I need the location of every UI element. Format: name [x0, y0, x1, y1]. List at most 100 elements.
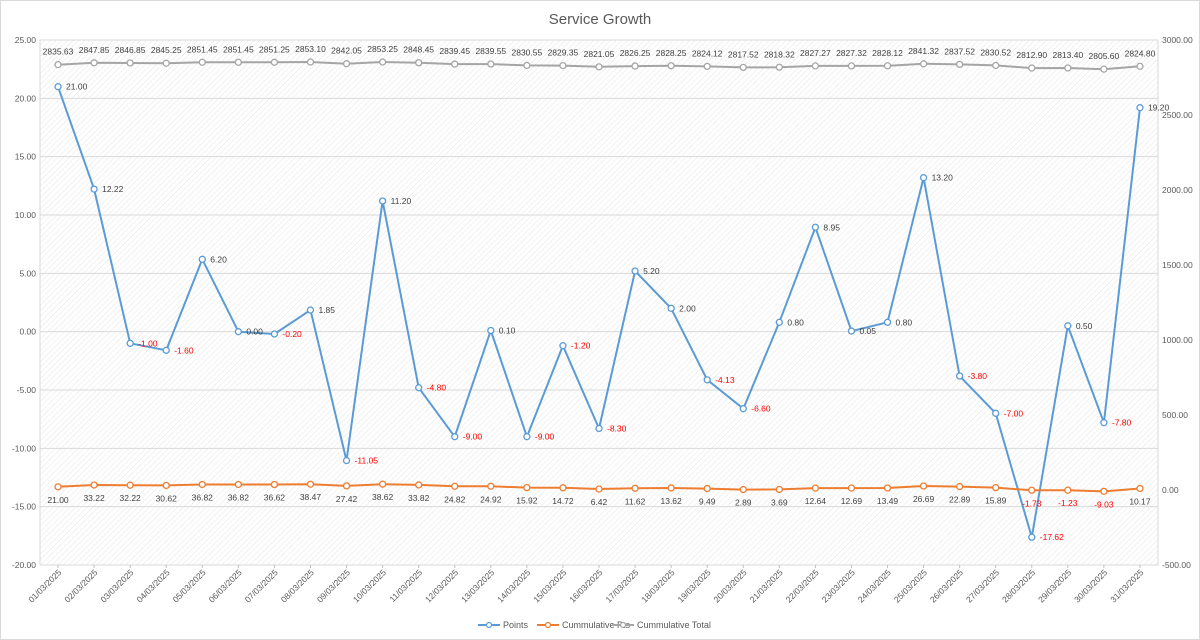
data-point	[775, 318, 783, 326]
data-label: 2805.60	[1089, 51, 1120, 61]
data-label: 2851.45	[223, 44, 254, 54]
data-point	[523, 483, 531, 492]
data-label: 2828.12	[872, 48, 903, 58]
data-point	[559, 342, 567, 350]
data-label: 2845.25	[151, 45, 182, 55]
data-point	[883, 318, 892, 326]
data-label: 2.89	[735, 498, 752, 508]
data-label: 24.92	[480, 494, 502, 504]
data-point	[631, 484, 639, 492]
data-point	[1064, 486, 1072, 494]
data-point	[919, 60, 928, 68]
legend-label: Points	[503, 620, 529, 630]
data-label: -11.05	[355, 456, 379, 466]
data-label: -9.00	[463, 432, 483, 442]
data-label: 0.50	[1076, 321, 1093, 331]
data-point	[595, 424, 603, 433]
data-point	[739, 63, 747, 72]
left-axis: -20.00 -15.00 -10.00 -5.00 0.00 5.00 10.00 15.0…	[12, 35, 36, 570]
data-point	[90, 59, 98, 67]
data-label: 10.17	[1129, 496, 1151, 506]
data-point	[523, 433, 531, 441]
data-label: 2846.85	[115, 45, 146, 55]
data-label: 21.00	[47, 495, 69, 505]
data-label: 2813.40	[1052, 50, 1083, 60]
left-tick-label: 25.00	[15, 35, 37, 45]
data-point	[775, 485, 783, 494]
data-label: -1.00	[138, 338, 158, 348]
data-point	[198, 255, 206, 263]
data-point	[234, 480, 243, 489]
data-label: 2827.32	[836, 48, 867, 58]
data-point	[595, 63, 603, 71]
series-cummulative-total: 2835.63 2847.85 2846.85 2845.25 2851.45 2851.…	[43, 44, 1156, 73]
data-label: -7.80	[1112, 418, 1132, 428]
data-point	[703, 484, 711, 493]
data-point	[775, 63, 783, 71]
data-label: 2835.63	[43, 47, 74, 57]
right-tick-label: -500.00	[1162, 560, 1191, 570]
data-point	[90, 481, 98, 489]
data-label: 22.89	[949, 495, 971, 505]
data-point	[162, 481, 170, 490]
left-tick-label: -20.00	[12, 560, 36, 570]
data-label: 0.80	[787, 317, 804, 327]
right-tick-label: 500.00	[1162, 410, 1188, 420]
data-point	[342, 482, 351, 490]
legend-marker	[485, 621, 493, 629]
data-point	[415, 481, 423, 489]
data-point	[1028, 64, 1036, 72]
data-point	[559, 61, 567, 70]
data-point	[306, 58, 315, 66]
data-point	[451, 433, 459, 441]
data-point	[919, 482, 928, 490]
series-points: 21.00 12.22 -1.00 -1.60 6.20 0.00 -0.20 1.85 -11…	[54, 82, 1170, 542]
data-point	[54, 61, 62, 69]
data-label: 15.92	[516, 496, 538, 506]
series-cummulative-pts: 21.00 33.22 32.22 30.62 36.82 36.82 36.62 38.47…	[47, 480, 1151, 509]
data-label: 1.85	[318, 305, 335, 315]
data-point	[378, 197, 387, 205]
data-label: 26.69	[913, 494, 935, 504]
data-label: 3.69	[771, 497, 788, 507]
data-point	[162, 59, 170, 67]
data-label: 12.64	[805, 496, 827, 506]
data-point	[631, 267, 639, 275]
data-label: 2842.05	[331, 46, 362, 56]
data-point	[919, 174, 928, 182]
data-point	[703, 376, 711, 384]
gridlines	[39, 39, 1159, 566]
data-label: 33.22	[83, 493, 105, 503]
data-label: 8.95	[823, 222, 840, 232]
data-point	[234, 328, 243, 336]
left-tick-label: 20.00	[15, 93, 37, 103]
data-point	[162, 346, 170, 354]
data-point	[487, 60, 495, 68]
data-label: 6.20	[210, 254, 227, 264]
data-point	[667, 62, 675, 70]
data-label: 21.00	[66, 82, 88, 92]
data-label: 2817.52	[728, 49, 759, 59]
data-point	[811, 484, 820, 492]
data-label: 9.49	[699, 497, 716, 507]
data-point	[90, 185, 98, 193]
data-point	[126, 339, 134, 347]
data-point	[992, 483, 1000, 492]
data-label: -0.20	[282, 329, 302, 339]
data-point	[739, 405, 747, 413]
data-label: 2824.80	[1125, 48, 1156, 58]
data-label: -1.20	[571, 341, 591, 351]
data-label: 36.62	[264, 493, 286, 503]
data-point	[270, 480, 279, 489]
data-point	[955, 372, 964, 380]
data-point	[487, 326, 495, 335]
data-label: 24.82	[444, 494, 466, 504]
data-point	[955, 482, 964, 491]
data-point	[378, 480, 387, 488]
data-label: 12.22	[102, 184, 124, 194]
data-label: 2830.55	[512, 47, 543, 57]
left-tick-label: 10.00	[15, 210, 37, 220]
right-tick-label: 1000.00	[1162, 335, 1193, 345]
data-label: 13.62	[660, 496, 682, 506]
